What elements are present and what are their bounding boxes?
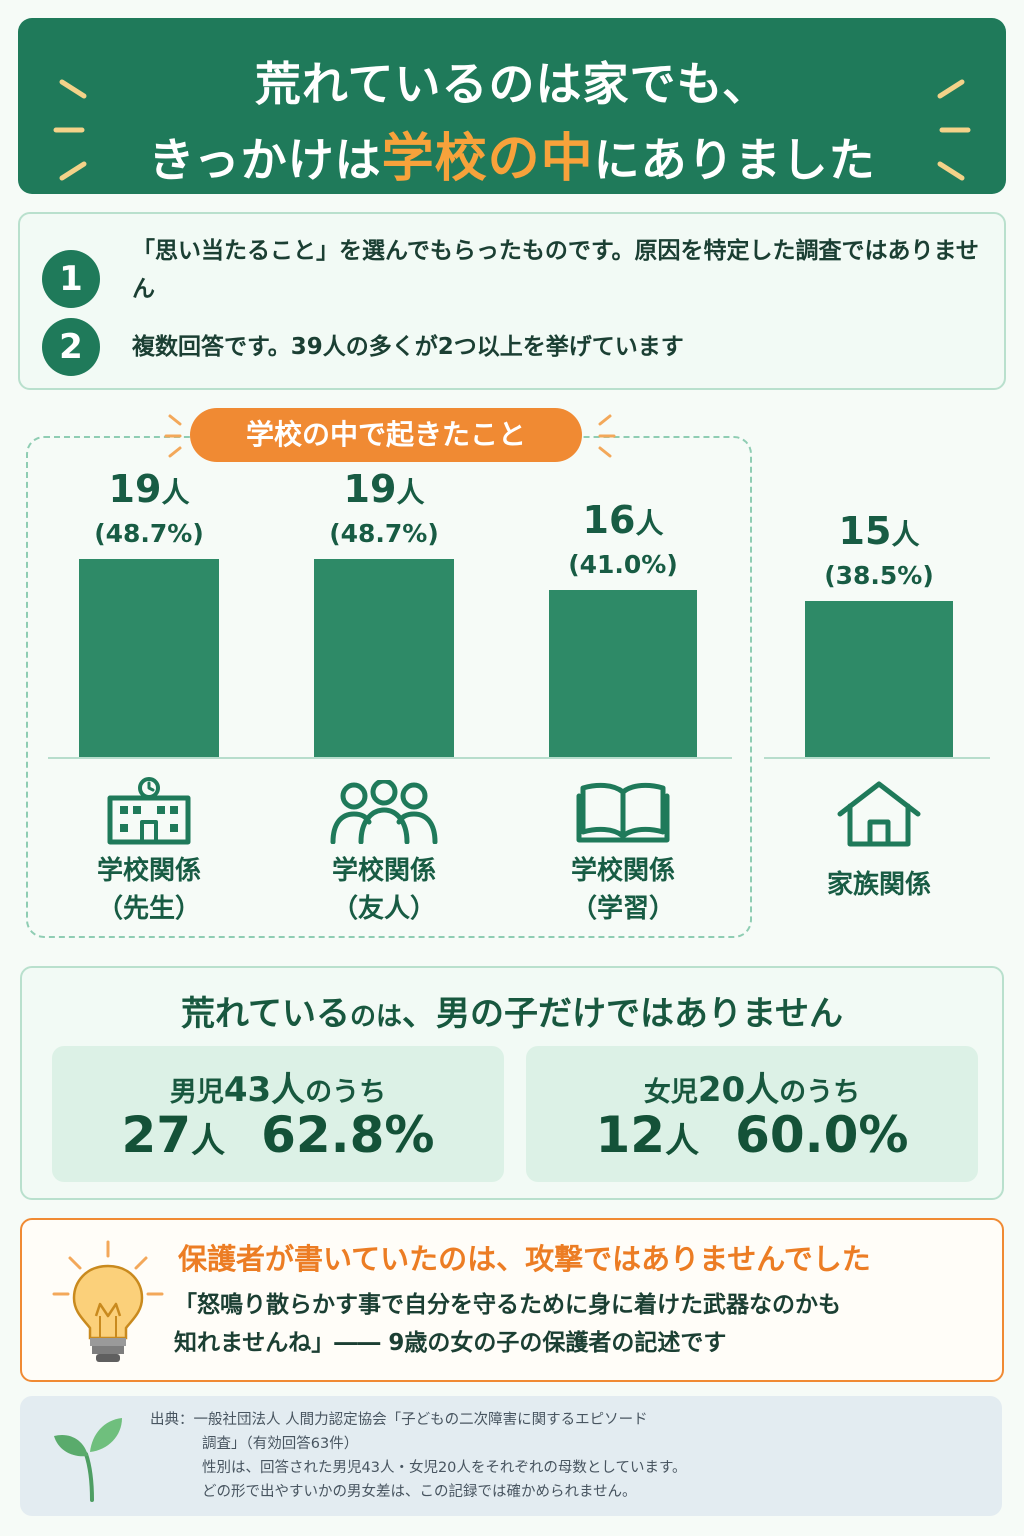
- bar-value-percent: (38.5%): [824, 561, 934, 590]
- category-label: 学校関係 （学習）: [513, 852, 733, 928]
- note-number-badge: 1: [42, 250, 100, 308]
- category-label-line: 家族関係: [826, 870, 931, 900]
- bar-value-unit: 人: [161, 476, 190, 509]
- quote-heading: 保護者が書いていたのは、攻撃ではありませんでした: [178, 1242, 871, 1276]
- note-text: 複数回答です。39人の多くが2つ以上を挙げています: [132, 334, 684, 360]
- bar-value-unit: 人: [396, 476, 425, 509]
- label-number: 20人: [697, 1070, 780, 1110]
- bar-value-number: 16: [582, 498, 636, 542]
- bar-value-percent: (41.0%): [568, 550, 678, 579]
- quote-callout: 保護者が書いていたのは、攻撃ではありませんでした 「怒鳴り散らかす事で自分を守る…: [20, 1218, 1004, 1382]
- bar-value-unit: 人: [635, 507, 664, 540]
- open-book-icon: [575, 780, 671, 848]
- gender-heading: 荒れているのは、男の子だけではありません: [22, 986, 1002, 1035]
- title-banner: 荒れているのは家でも、 きっかけは学校の中にありました: [18, 18, 1006, 194]
- baseline: [48, 757, 732, 759]
- girls-label: 女児20人のうち: [526, 1062, 978, 1111]
- label-text: 男児: [169, 1077, 224, 1108]
- category-label-line: 学校関係: [331, 856, 436, 886]
- boys-stat: 27人 62.8%: [52, 1106, 504, 1164]
- boys-percent: 62.8%: [261, 1106, 435, 1164]
- category-label-line: 学校関係: [570, 856, 675, 886]
- bar: [549, 590, 697, 757]
- label-text: のうち: [779, 1077, 861, 1108]
- bar-value-number: 19: [108, 467, 162, 511]
- school-building-icon: [104, 776, 194, 850]
- label-text: 女児: [643, 1077, 698, 1108]
- school-group-label: 学校の中で起きたこと: [190, 408, 582, 462]
- bar: [79, 559, 219, 757]
- girls-stat: 12人 60.0%: [526, 1106, 978, 1164]
- quote-line: 知れませんね」―― 9歳の女の子の保護者の記述です: [174, 1330, 727, 1356]
- girls-unit: 人: [665, 1121, 700, 1161]
- page-title-line-2: きっかけは学校の中にありました: [18, 116, 1006, 191]
- bar-value-unit: 人: [891, 518, 920, 551]
- sparkle-decoration: [53, 79, 971, 181]
- source-text: 出典：一般社団法人 人間力認定協会「子どもの二次障害に関するエピソード 調査」（…: [150, 1408, 980, 1504]
- gender-section: 荒れているのは、男の子だけではありません 男児43人のうち 27人 62.8% 女…: [20, 966, 1004, 1200]
- boys-unit: 人: [191, 1121, 226, 1161]
- girls-count: 12: [595, 1106, 666, 1164]
- baseline: [764, 757, 990, 759]
- source-line: 出典：一般社団法人 人間力認定協会「子どもの二次障害に関するエピソード: [150, 1412, 648, 1428]
- heading-text: 荒れている: [181, 994, 350, 1034]
- page-title-line-1: 荒れているのは家でも、: [254, 57, 770, 111]
- bar-value-percent: (48.7%): [94, 519, 204, 548]
- source-line: 性別は、回答された男児43人・女児20人をそれぞれの母数としています。: [202, 1460, 687, 1476]
- heading-text: 、男の子だけではありません: [402, 994, 843, 1034]
- title-text: きっかけは: [148, 133, 382, 187]
- bar-value-number: 15: [838, 509, 892, 553]
- label-text: のうち: [305, 1077, 387, 1108]
- quote-body: 「怒鳴り散らかす事で自分を守るために身に着けた武器なのかも 知れませんね」―― …: [174, 1286, 984, 1362]
- bar-value-count: 19人: [284, 467, 484, 511]
- pill-sparkle-decoration: [164, 414, 616, 458]
- title-accent: 学校の中: [381, 129, 594, 189]
- house-icon: [834, 778, 924, 854]
- category-label-line: （友人）: [331, 894, 436, 924]
- boys-label: 男児43人のうち: [52, 1062, 504, 1111]
- boys-card: 男児43人のうち 27人 62.8%: [52, 1046, 504, 1182]
- source-footer: 出典：一般社団法人 人間力認定協会「子どもの二次障害に関するエピソード 調査」（…: [20, 1396, 1002, 1516]
- label-number: 43人: [223, 1070, 306, 1110]
- note-number-badge: 2: [42, 318, 100, 376]
- people-group-icon: [329, 778, 439, 848]
- girls-card: 女児20人のうち 12人 60.0%: [526, 1046, 978, 1182]
- category-label: 家族関係: [769, 866, 989, 904]
- bar-value-count: 15人: [779, 509, 979, 553]
- bar-value-percent: (48.7%): [329, 519, 439, 548]
- note-text: 「思い当たること」を選んでもらったものです。原因を特定した調査ではありません: [132, 238, 979, 302]
- heading-text: のは: [349, 1002, 402, 1032]
- bar: [314, 559, 454, 757]
- bar-value-number: 19: [343, 467, 397, 511]
- boys-count: 27: [121, 1106, 192, 1164]
- lightbulb-icon: [52, 1240, 164, 1362]
- girls-percent: 60.0%: [735, 1106, 909, 1164]
- bar-value-count: 19人: [49, 467, 249, 511]
- sprout-icon: [54, 1418, 122, 1502]
- bar: [805, 601, 953, 757]
- category-label-line: 学校関係: [96, 856, 201, 886]
- quote-line: 「怒鳴り散らかす事で自分を守るために身に着けた武器なのかも: [174, 1292, 841, 1318]
- source-line: 調査」（有効回答63件）: [202, 1436, 359, 1452]
- category-label-line: （学習）: [570, 894, 675, 924]
- source-line: どの形で出やすいかの男女差は、この記録では確かめられません。: [202, 1484, 637, 1500]
- notes-panel: 1 「思い当たること」を選んでもらったものです。原因を特定した調査ではありません…: [18, 212, 1006, 390]
- category-label: 学校関係 （先生）: [39, 852, 259, 928]
- category-label-line: （先生）: [96, 894, 201, 924]
- category-label: 学校関係 （友人）: [274, 852, 494, 928]
- title-text: にありました: [593, 133, 876, 187]
- bar-value-count: 16人: [523, 498, 723, 542]
